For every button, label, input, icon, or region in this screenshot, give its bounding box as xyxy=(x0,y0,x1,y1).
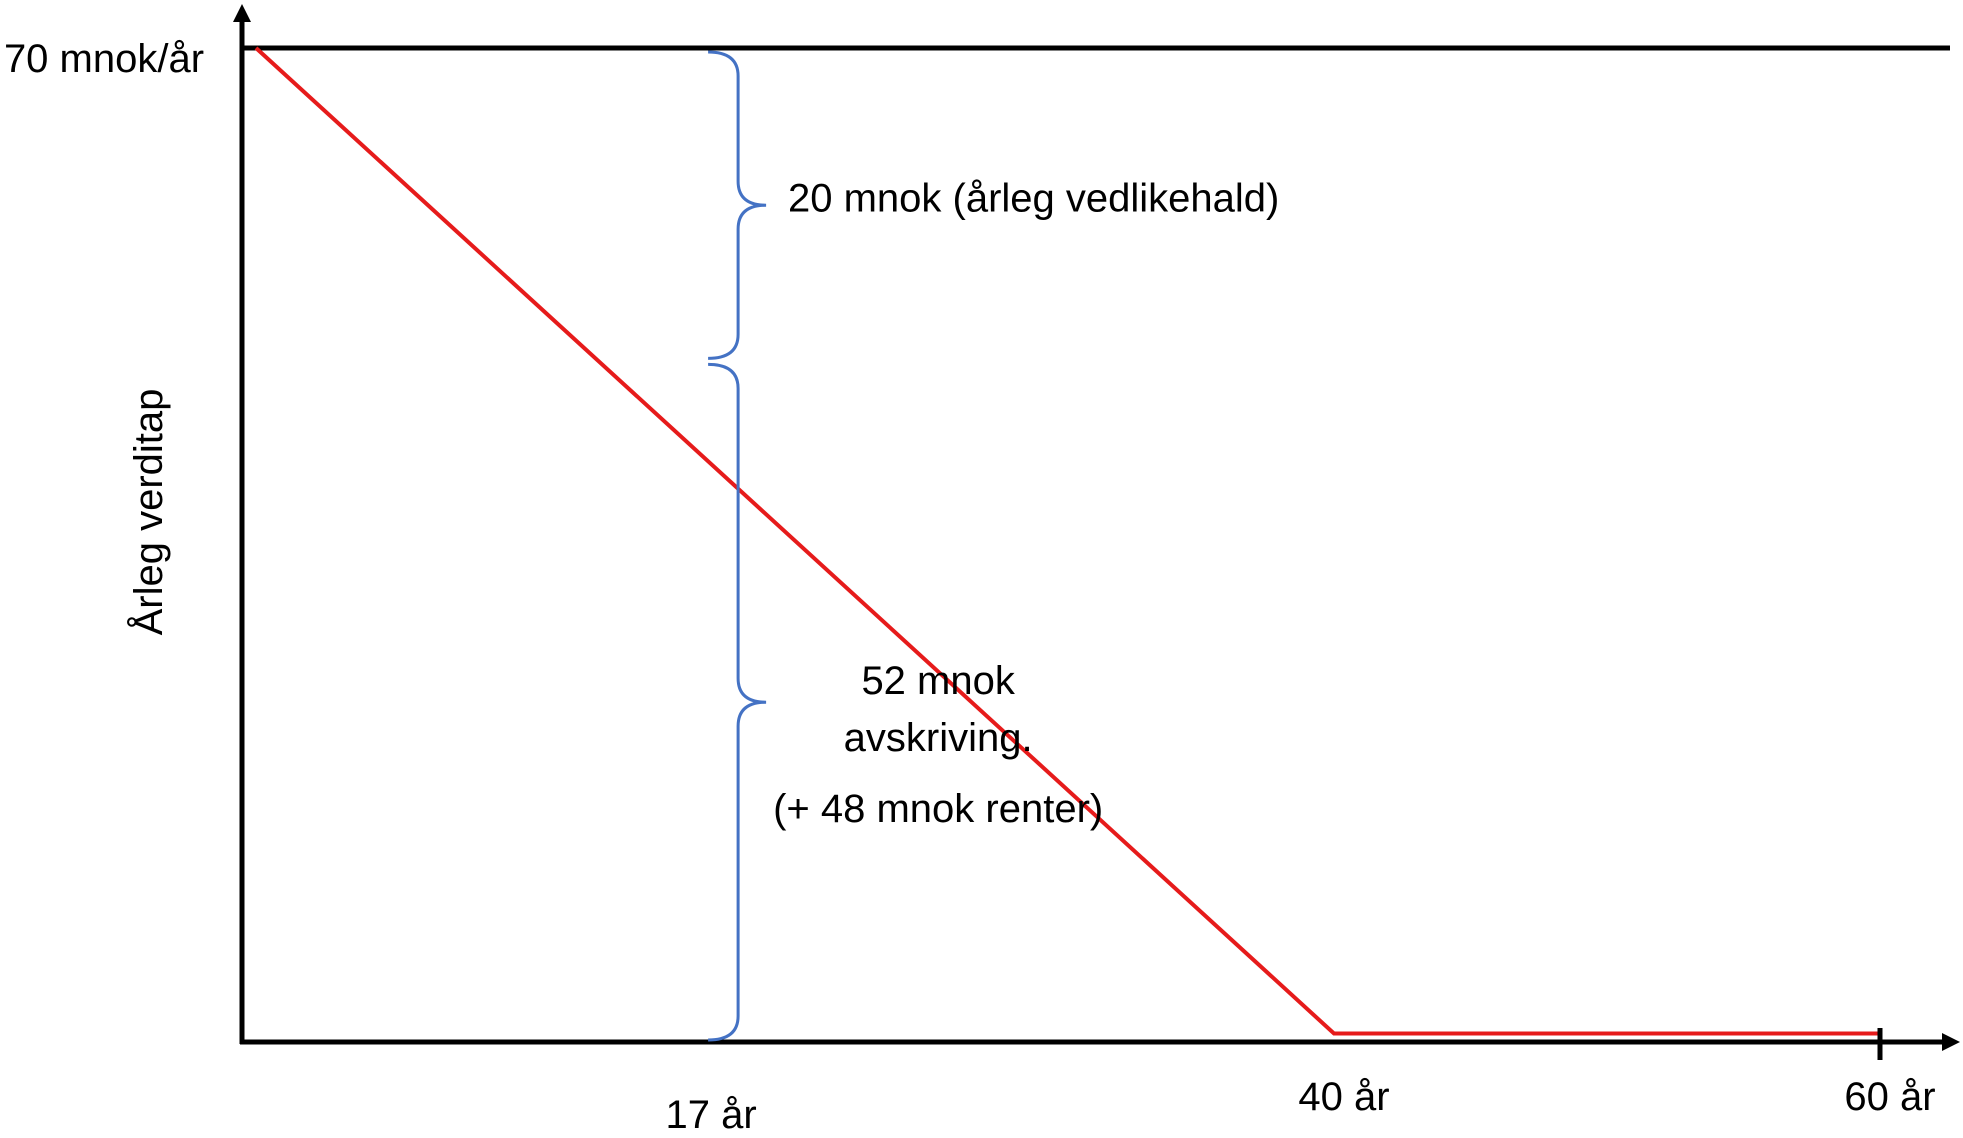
brace-0 xyxy=(708,50,767,360)
y-axis-arrow xyxy=(233,4,251,22)
x-tick-label-17: 17 år xyxy=(666,1093,757,1137)
y-axis-label: Årleg verditap xyxy=(126,389,171,636)
annotation-1: 52 mnok xyxy=(861,659,1015,703)
series-line-0 xyxy=(254,46,1880,1036)
axes xyxy=(233,4,1960,1051)
tick-layer: 17 år 40 år 60 år 70 mnok/år xyxy=(4,37,1936,1137)
x-axis-arrow xyxy=(1942,1033,1960,1051)
annotation-layer: 20 mnok (årleg vedlikehald) 52 mnok avskri… xyxy=(773,176,1279,831)
y-tick-label-70: 70 mnok/år xyxy=(4,37,204,81)
brace-1 xyxy=(708,362,767,1042)
series-layer xyxy=(254,46,1880,1036)
x-tick-label-40: 40 år xyxy=(1298,1075,1389,1119)
annotation-0: 20 mnok (årleg vedlikehald) xyxy=(788,176,1279,220)
annotation-2: avskriving. xyxy=(844,716,1033,760)
brace-layer xyxy=(708,50,767,1042)
x-tick-label-60: 60 år xyxy=(1844,1075,1935,1119)
annotation-3: (+ 48 mnok renter) xyxy=(773,787,1103,831)
